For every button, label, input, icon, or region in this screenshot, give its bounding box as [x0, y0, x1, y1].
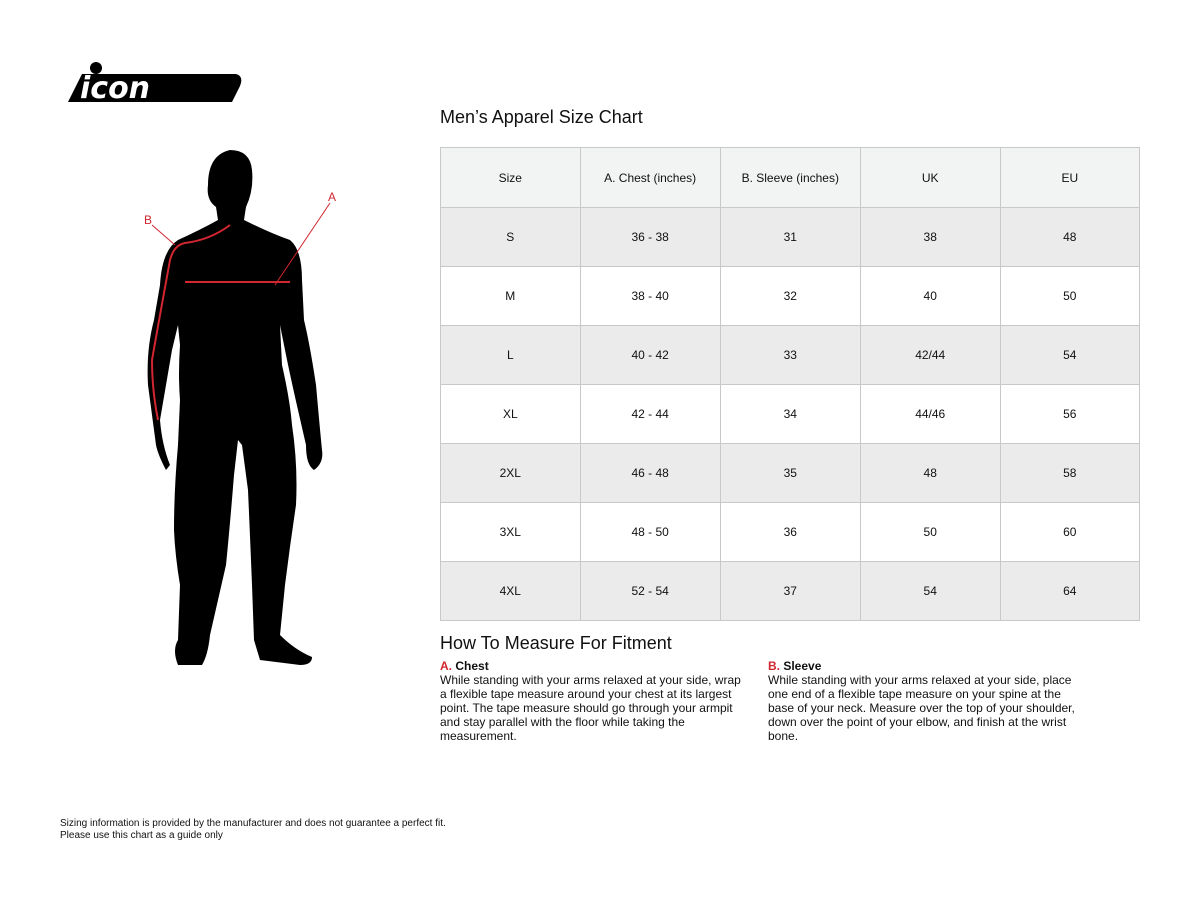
table-cell: L	[440, 325, 581, 385]
table-cell: 38 - 40	[579, 266, 721, 326]
chest-instructions: A. Chest While standing with your arms r…	[440, 659, 750, 743]
table-cell: 31	[719, 207, 861, 267]
table-cell: 60	[999, 502, 1141, 562]
table-cell: 54	[859, 561, 1001, 621]
table-cell: 64	[999, 561, 1141, 621]
table-cell: 2XL	[440, 443, 581, 503]
table-cell: 40 - 42	[579, 325, 721, 385]
table-cell: 35	[719, 443, 861, 503]
table-cell: 34	[719, 384, 861, 444]
table-cell: M	[440, 266, 581, 326]
disclaimer: Sizing information is provided by the ma…	[60, 818, 446, 842]
disclaimer-line-1: Sizing information is provided by the ma…	[60, 818, 446, 829]
table-row: 4XL 52 - 54 37 54 64	[440, 561, 1141, 621]
table-cell: 48	[859, 443, 1001, 503]
header-size: Size	[440, 147, 581, 208]
table-cell: 37	[719, 561, 861, 621]
sleeve-heading: Sleeve	[783, 659, 822, 673]
howto-title: How To Measure For Fitment	[440, 633, 672, 653]
sleeve-text: While standing with your arms relaxed at…	[768, 673, 1075, 743]
table-cell: 33	[719, 325, 861, 385]
table-cell: S	[440, 207, 581, 267]
table-cell: 38	[859, 207, 1001, 267]
label-a: A	[328, 190, 336, 204]
size-table: Size A. Chest (inches) B. Sleeve (inches…	[440, 147, 1141, 621]
table-cell: 32	[719, 266, 861, 326]
table-cell: 40	[859, 266, 1001, 326]
table-cell: 50	[999, 266, 1141, 326]
table-cell: 52 - 54	[579, 561, 721, 621]
chest-text: While standing with your arms relaxed at…	[440, 673, 741, 743]
table-cell: XL	[440, 384, 581, 444]
table-cell: 42 - 44	[579, 384, 721, 444]
table-cell: 36	[719, 502, 861, 562]
chart-title: Men’s Apparel Size Chart	[440, 107, 643, 127]
table-row: XL 42 - 44 34 44/46 56	[440, 384, 1141, 444]
table-cell: 48 - 50	[579, 502, 721, 562]
table-cell: 3XL	[440, 502, 581, 562]
table-cell: 42/44	[859, 325, 1001, 385]
sleeve-letter: B.	[768, 659, 780, 673]
table-row: 2XL 46 - 48 35 48 58	[440, 443, 1141, 503]
label-b: B	[144, 213, 152, 227]
table-cell: 46 - 48	[579, 443, 721, 503]
table-cell: 44/46	[859, 384, 1001, 444]
sleeve-instructions: B. Sleeve While standing with your arms …	[768, 659, 1078, 743]
chest-letter: A.	[440, 659, 452, 673]
table-row: S 36 - 38 31 38 48	[440, 207, 1141, 267]
table-cell: 56	[999, 384, 1141, 444]
table-cell: 50	[859, 502, 1001, 562]
header-eu: EU	[999, 147, 1141, 208]
disclaimer-line-2: Please use this chart as a guide only	[60, 830, 223, 841]
table-cell: 36 - 38	[579, 207, 721, 267]
header-sleeve: B. Sleeve (inches)	[719, 147, 861, 208]
chest-heading: Chest	[455, 659, 489, 673]
header-chest: A. Chest (inches)	[579, 147, 721, 208]
table-cell: 48	[999, 207, 1141, 267]
table-row: 3XL 48 - 50 36 50 60	[440, 502, 1141, 562]
table-cell: 58	[999, 443, 1141, 503]
table-cell: 4XL	[440, 561, 581, 621]
table-row: L 40 - 42 33 42/44 54	[440, 325, 1141, 385]
icon-brand-logo: icon	[68, 62, 242, 106]
table-cell: 54	[999, 325, 1141, 385]
body-silhouette-diagram: A B	[144, 150, 336, 665]
table-header-row: Size A. Chest (inches) B. Sleeve (inches…	[440, 147, 1141, 208]
header-uk: UK	[859, 147, 1001, 208]
logo-text: icon	[80, 71, 150, 106]
table-row: M 38 - 40 32 40 50	[440, 266, 1141, 326]
